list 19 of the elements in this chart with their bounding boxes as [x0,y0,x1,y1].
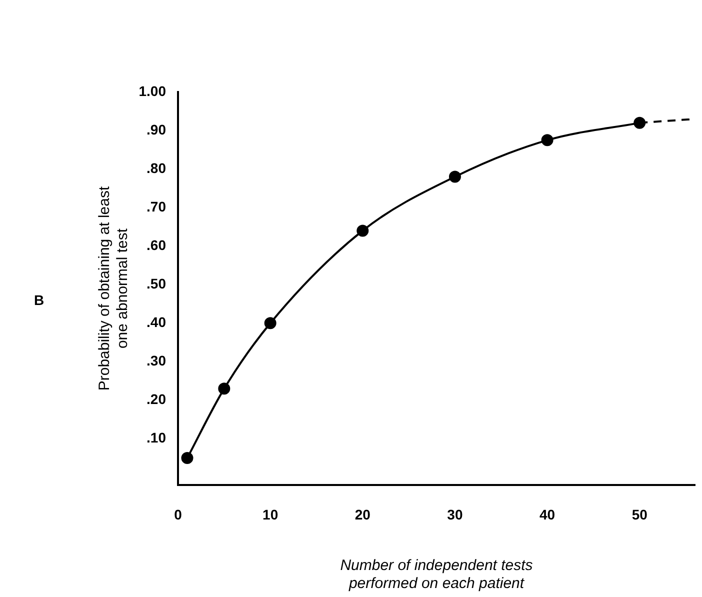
x-tick-label: 40 [539,506,556,522]
x-tick-label: 0 [174,506,182,522]
y-tick-label: .70 [146,198,166,214]
y-tick-label: .90 [146,121,166,138]
y-tick-label: .20 [146,391,166,408]
text: B [34,292,44,308]
x-tick-label: 20 [354,506,371,522]
x-tick-label: 50 [632,506,648,522]
x-tick-label: 30 [447,506,463,522]
y-tick-label: .60 [146,236,166,253]
y-axis-title: Probability of obtaining at least one abnormal test [96,186,132,391]
x-axis-title: Number of independent tests performed on each patient [340,557,534,592]
y-tick-label: .10 [146,430,166,446]
x-tick-label: 10 [262,506,278,522]
y-tick-label: .50 [146,276,166,292]
y-tick-label: .80 [146,160,166,176]
y-tick-label: .30 [146,352,166,369]
y-tick-label: 1.00 [138,82,166,99]
y-tick-label: .40 [146,314,166,330]
